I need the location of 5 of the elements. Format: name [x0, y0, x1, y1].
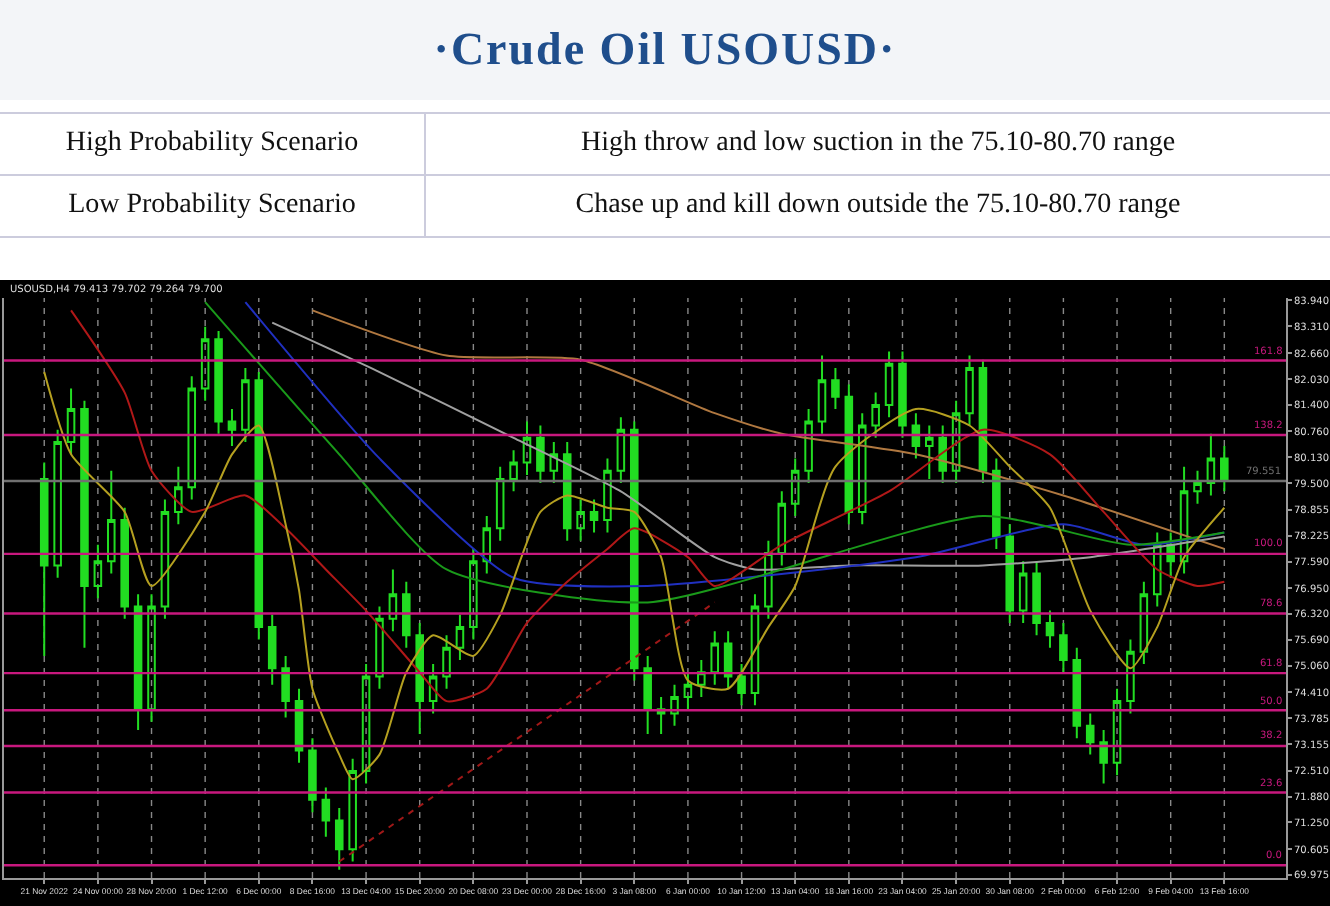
chart-title: ·Crude Oil USOUSD·	[0, 0, 1330, 100]
text: High Probability Scenario	[0, 113, 425, 175]
text: High throw and low suction in the 75.10-80.70 range	[425, 113, 1330, 175]
text: Chase up and kill down outside the 75.10-80.70 range	[425, 175, 1330, 237]
text: Low Probability Scenario	[0, 175, 425, 237]
